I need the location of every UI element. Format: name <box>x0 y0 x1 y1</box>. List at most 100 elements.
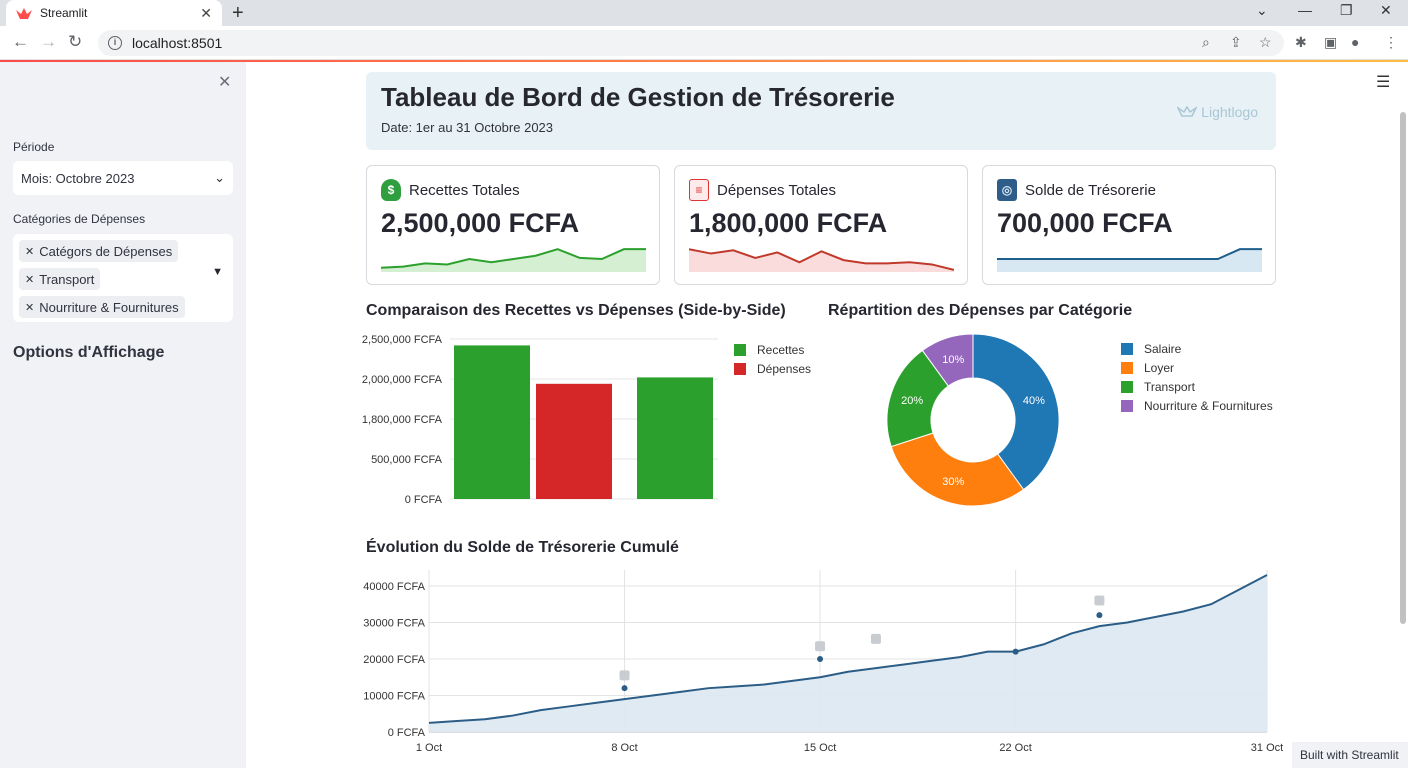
address-bar: ← → ↻ i localhost:8501 ⌕ ⇪ ☆ ✱ ▣ ● ⋮ <box>0 26 1408 60</box>
categories-multiselect[interactable]: ✕ Catégors de Dépenses ✕ Transport ✕ Nourri… <box>13 234 233 322</box>
categories-label: Catégories de Dépenses <box>13 212 146 226</box>
kpi-value: 1,800,000 FCFA <box>689 208 888 238</box>
category-chip[interactable]: ✕ Catégors de Dépenses <box>19 240 179 262</box>
zoom-icon[interactable]: ⌕ <box>1202 34 1210 50</box>
extensions-icon[interactable]: ✱ <box>1295 34 1307 50</box>
x-tick-label: 22 Oct <box>999 742 1031 754</box>
chevron-down-icon[interactable]: ⌄ <box>1256 2 1268 18</box>
dashboard-header: Tableau de Bord de Gestion de Trésorerie… <box>366 72 1276 150</box>
remove-chip-icon[interactable]: ✕ <box>25 301 35 314</box>
restore-icon[interactable]: ❐ <box>1340 2 1353 18</box>
kpi-value: 2,500,000 FCFA <box>381 208 580 238</box>
close-window-icon[interactable]: ✕ <box>1380 2 1392 18</box>
kpi-label: Recettes Totales <box>409 181 520 199</box>
legend-label: Salaire <box>1144 342 1182 356</box>
legend-label: Transport <box>1144 380 1196 394</box>
site-info-icon[interactable]: i <box>108 36 122 50</box>
period-value: Mois: Octobre 2023 <box>21 170 135 186</box>
y-tick-label: 1,800,000 FCFA <box>362 414 443 426</box>
sparkline <box>381 248 646 272</box>
annotation-marker <box>1094 595 1105 606</box>
x-tick-label: 15 Oct <box>804 742 836 754</box>
line-chart: 0 FCFA 10000 FCFA 20000 FCFA 30000 FCFA 4000… <box>363 570 1283 754</box>
bar-chart: 0 FCFA 500,000 FCFA 1,800,000 FCFA 2,000,00… <box>362 334 811 506</box>
donut-chart: 40% 30% 20% 10% Salaire Loyer Transport Nourrit… <box>886 333 1273 507</box>
sparkline-area <box>689 249 954 272</box>
donut-slice <box>921 333 974 387</box>
data-point <box>621 685 628 692</box>
legend-swatch <box>734 363 746 375</box>
slice-percent-label: 30% <box>942 476 964 488</box>
main-menu-icon[interactable]: ☰ <box>1376 74 1391 91</box>
profile-icon[interactable]: ● <box>1351 34 1360 50</box>
data-point <box>1096 612 1103 619</box>
new-tab-icon[interactable]: + <box>232 2 244 24</box>
slice-percent-label: 10% <box>942 354 964 366</box>
legend-swatch <box>734 344 746 356</box>
y-tick-label: 2,500,000 FCFA <box>362 334 443 346</box>
slice-percent-label: 20% <box>901 395 923 407</box>
legend-label: Loyer <box>1144 361 1174 375</box>
kpi-card-revenue: $ Recettes Totales 2,500,000 FCFA <box>366 165 660 285</box>
y-tick-label: 20000 FCFA <box>363 654 425 666</box>
url-text: localhost:8501 <box>132 35 223 51</box>
back-icon[interactable]: ← <box>12 32 29 51</box>
donut-chart-title: Répartition des Dépenses par Catégorie <box>828 302 1133 319</box>
period-select[interactable]: Mois: Octobre 2023 ⌄ <box>13 161 233 195</box>
x-tick-label: 8 Oct <box>611 742 637 754</box>
scrollbar[interactable] <box>1400 112 1406 624</box>
y-tick-label: 10000 FCFA <box>363 690 425 702</box>
annotation-marker <box>815 641 826 652</box>
chevron-down-icon: ⌄ <box>214 170 225 185</box>
tab-title: Streamlit <box>40 6 88 20</box>
data-point <box>817 655 824 662</box>
minimize-icon[interactable]: — <box>1298 2 1312 18</box>
legend-swatch <box>1121 362 1133 374</box>
forward-icon[interactable]: → <box>40 32 57 51</box>
app-top-accent <box>0 60 1408 62</box>
remove-chip-icon[interactable]: ✕ <box>25 273 35 286</box>
x-tick-label: 1 Oct <box>416 742 442 754</box>
close-sidebar-icon[interactable]: ✕ <box>218 74 232 91</box>
reload-icon[interactable]: ↻ <box>68 32 83 51</box>
y-tick-label: 0 FCFA <box>405 494 443 506</box>
sparkline <box>689 248 954 272</box>
sparkline-line <box>381 248 646 269</box>
side-panel-icon[interactable]: ▣ <box>1324 34 1338 50</box>
sparkline-area <box>381 249 646 272</box>
url-field[interactable]: i localhost:8501 <box>98 30 1284 56</box>
period-label: Période <box>13 140 55 154</box>
logo-text: Lightlogo <box>1201 104 1258 120</box>
y-tick-label: 500,000 FCFA <box>371 454 443 466</box>
y-tick-label: 40000 FCFA <box>363 581 425 593</box>
bar-chart-title: Comparaison des Recettes vs Dépenses (Si… <box>366 302 786 319</box>
balance-line <box>428 574 1268 724</box>
sparkline-area <box>997 249 1262 272</box>
sparkline <box>997 248 1262 272</box>
close-tab-icon[interactable]: ✕ <box>200 4 212 21</box>
crown-icon <box>1177 106 1198 117</box>
browser-tab[interactable]: Streamlit ✕ <box>6 0 222 26</box>
donut-slice <box>972 333 1060 491</box>
star-icon[interactable]: ☆ <box>1259 34 1272 50</box>
display-options-title: Options d'Affichage <box>13 344 165 361</box>
remove-chip-icon[interactable]: ✕ <box>25 245 35 258</box>
share-icon[interactable]: ⇪ <box>1230 34 1242 50</box>
menu-dots-icon[interactable]: ⋮ <box>1384 34 1398 50</box>
category-chip[interactable]: ✕ Nourriture & Fournitures <box>19 296 185 318</box>
chevron-down-icon[interactable]: ▼ <box>212 266 223 278</box>
x-tick-label: 31 Oct <box>1251 742 1283 754</box>
sidebar: ✕ Période Mois: Octobre 2023 ⌄ Catégorie… <box>0 62 246 768</box>
logo: Lightlogo <box>1177 104 1258 120</box>
category-chip[interactable]: ✕ Transport <box>19 268 101 290</box>
built-with-streamlit[interactable]: Built with Streamlit <box>1292 742 1408 768</box>
sparkline-line <box>997 248 1262 260</box>
legend-label: Dépenses <box>757 362 811 376</box>
streamlit-logo-icon <box>16 8 32 19</box>
data-point <box>1012 648 1019 655</box>
bar-dépenses <box>536 383 612 499</box>
line-chart-title: Évolution du Solde de Trésorerie Cumulé <box>366 539 679 556</box>
page-title: Tableau de Bord de Gestion de Trésorerie <box>381 82 895 112</box>
money-bag-icon: $ <box>381 179 401 201</box>
legend-label: Recettes <box>757 343 804 357</box>
